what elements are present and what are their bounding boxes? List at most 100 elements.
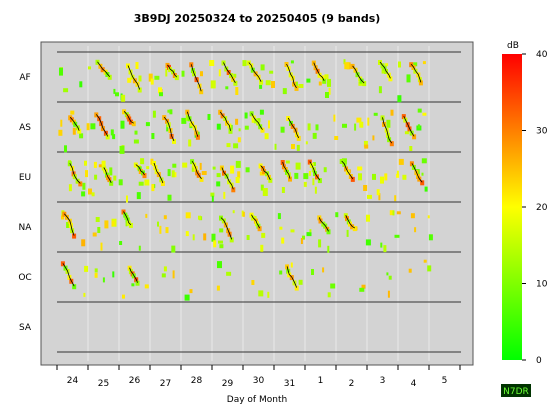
signal-spot xyxy=(210,192,215,197)
trace-cell xyxy=(262,169,267,175)
x-axis-label: Day of Month xyxy=(227,395,287,405)
trace-cell xyxy=(199,89,204,95)
signal-spot xyxy=(312,132,317,139)
trace-cell xyxy=(296,135,301,141)
signal-spot xyxy=(296,144,300,151)
region-label-oc: OC xyxy=(18,273,31,283)
signal-spot xyxy=(341,158,347,165)
trace-line xyxy=(127,65,141,90)
signal-spot xyxy=(122,294,125,299)
x-axis: 24 25 26 27 28 29 30 31 1 2 3 4 5 xyxy=(56,365,461,389)
credit-text: N7DR xyxy=(503,387,529,397)
trace-line xyxy=(186,111,199,137)
signal-spot xyxy=(309,229,312,233)
day-label: 31 xyxy=(284,379,295,389)
trace-cell xyxy=(420,180,425,186)
signal-spot xyxy=(133,139,139,144)
signal-spot xyxy=(171,170,175,178)
signal-spot xyxy=(380,242,383,248)
signal-spot xyxy=(185,114,189,121)
signal-spot xyxy=(290,262,293,268)
trace-line xyxy=(69,163,81,184)
day-label: 1 xyxy=(318,376,324,386)
signal-spot xyxy=(424,186,428,192)
colorbar xyxy=(502,54,522,360)
signal-spot xyxy=(294,172,299,179)
signal-spot xyxy=(218,240,223,244)
signal-spot xyxy=(323,167,327,173)
trace-line xyxy=(62,263,75,287)
signal-spot xyxy=(79,81,83,88)
trace-cell xyxy=(362,81,367,87)
trace-cell xyxy=(288,176,292,182)
signal-spot xyxy=(118,179,123,186)
trace-line xyxy=(352,65,365,84)
signal-spot xyxy=(281,237,285,244)
signal-spot xyxy=(281,187,285,193)
signal-spot xyxy=(367,117,370,126)
signal-spot xyxy=(166,124,169,132)
trace-line xyxy=(309,161,321,181)
signal-spot xyxy=(388,275,392,280)
trace-line xyxy=(379,61,391,79)
signal-spot xyxy=(302,235,305,240)
trace-cell xyxy=(72,233,77,239)
trace-cell xyxy=(199,176,204,182)
signal-spot xyxy=(64,145,67,153)
trace-cell xyxy=(107,74,112,80)
signal-spot xyxy=(192,234,195,241)
signal-spot xyxy=(265,80,271,86)
signal-spot xyxy=(260,64,265,71)
signal-spot xyxy=(387,290,390,298)
trace-cell xyxy=(350,176,355,182)
trace-cell xyxy=(142,173,147,179)
region-separators xyxy=(57,51,461,353)
signal-spot xyxy=(237,171,241,179)
signal-spot xyxy=(85,170,88,178)
signal-spot xyxy=(257,118,261,123)
signal-spot xyxy=(358,81,364,86)
signal-spot xyxy=(268,120,270,129)
signal-spot xyxy=(372,173,376,180)
signal-spot xyxy=(119,145,125,154)
signal-spot xyxy=(82,182,86,190)
trace-line xyxy=(95,114,109,137)
signal-spot xyxy=(200,71,203,77)
signal-spot xyxy=(219,228,224,233)
trace-cell xyxy=(268,177,273,183)
trace-line xyxy=(251,214,260,229)
signal-spot xyxy=(307,123,311,131)
trace-line xyxy=(410,63,422,83)
signal-spot xyxy=(241,210,244,217)
signal-spot xyxy=(421,158,427,164)
signal-spot xyxy=(119,241,123,245)
trace-line xyxy=(191,160,202,180)
signal-spot xyxy=(285,160,290,164)
signal-spot xyxy=(342,123,347,128)
signal-spot xyxy=(235,160,241,168)
signal-spot xyxy=(212,166,216,170)
trace-line xyxy=(341,160,354,180)
signal-spot xyxy=(376,189,380,196)
signal-spot xyxy=(242,60,247,67)
signal-spot xyxy=(428,234,433,241)
trace-line xyxy=(63,213,75,236)
signal-spot xyxy=(324,74,329,80)
credit-badge xyxy=(501,384,531,397)
day-label: 26 xyxy=(129,376,141,386)
trace-line xyxy=(123,211,132,226)
signal-spot xyxy=(110,129,114,136)
signal-spot xyxy=(136,192,141,200)
signal-spot xyxy=(335,212,339,218)
signal-spot xyxy=(306,78,311,83)
signal-spot xyxy=(167,169,171,177)
signal-spot xyxy=(86,123,90,131)
signal-spot xyxy=(163,266,167,272)
signal-spot xyxy=(72,127,76,135)
colorbar-tick-label: 0 xyxy=(536,356,542,366)
signal-spot xyxy=(389,210,394,216)
signal-spot xyxy=(261,232,266,238)
colorbar-tick-label: 40 xyxy=(536,50,548,60)
signal-spot xyxy=(333,114,336,122)
signal-spot xyxy=(232,210,235,214)
